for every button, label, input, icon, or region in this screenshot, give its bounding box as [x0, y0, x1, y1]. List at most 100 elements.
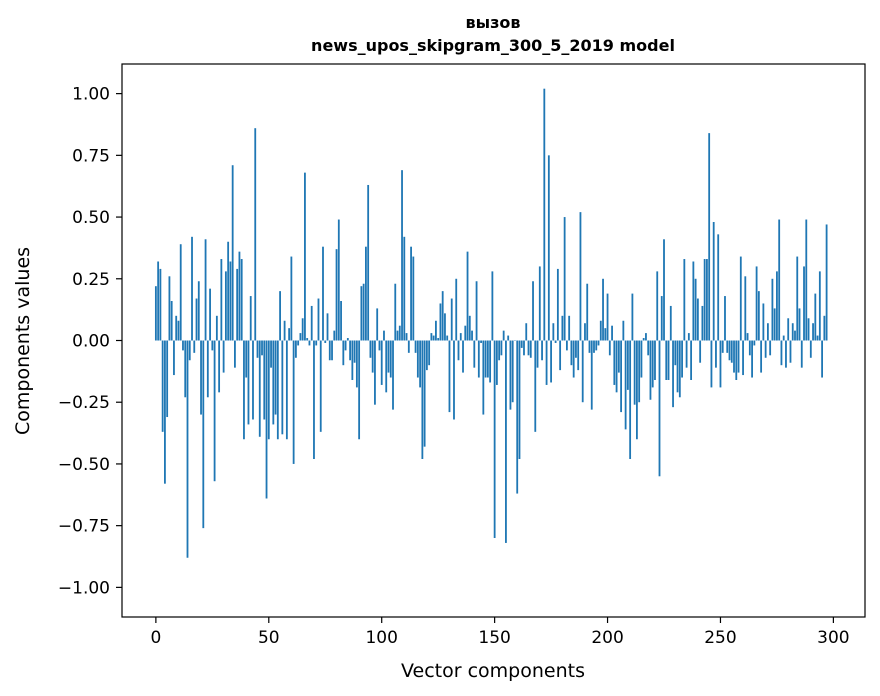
bar-157 — [509, 340, 512, 410]
bar-156 — [507, 335, 510, 341]
bar-26 — [213, 340, 216, 482]
bar-267 — [757, 291, 760, 341]
bar-76 — [326, 313, 329, 341]
bar-16 — [191, 236, 193, 341]
bar-217 — [645, 333, 647, 341]
bar-282 — [791, 323, 794, 341]
bar-55 — [279, 291, 281, 341]
bar-122 — [430, 333, 433, 341]
bar-224 — [660, 296, 663, 341]
bar-296 — [823, 315, 826, 341]
bar-212 — [633, 340, 636, 405]
bar-284 — [796, 256, 799, 341]
bar-254 — [728, 340, 731, 361]
bar-8 — [173, 340, 175, 376]
bar-239 — [694, 278, 697, 341]
bar-171 — [541, 340, 543, 361]
bar-208 — [624, 340, 627, 430]
bar-175 — [550, 340, 552, 383]
bar-200 — [606, 293, 609, 341]
bar-108 — [398, 325, 401, 341]
bar-229 — [672, 340, 674, 408]
bar-221 — [654, 340, 656, 380]
bar-45 — [256, 340, 259, 358]
bar-228 — [669, 305, 672, 341]
y-tick-label: −0.75 — [58, 517, 110, 537]
bar-294 — [818, 271, 821, 341]
bar-247 — [712, 222, 715, 341]
bar-292 — [814, 293, 817, 341]
bar-101 — [383, 330, 385, 341]
bar-56 — [281, 340, 284, 435]
bar-88 — [353, 340, 356, 363]
bar-18 — [195, 298, 198, 341]
bar-62 — [294, 340, 297, 358]
bar-219 — [649, 340, 652, 400]
bar-82 — [340, 301, 342, 341]
plot-frame — [121, 63, 866, 618]
bar-256 — [733, 340, 735, 373]
bar-98 — [376, 308, 379, 341]
bar-163 — [523, 340, 525, 356]
bar-144 — [480, 340, 482, 343]
bar-123 — [432, 335, 435, 341]
bar-114 — [412, 256, 415, 341]
bar-117 — [419, 340, 422, 388]
bar-38 — [240, 259, 243, 341]
bar-70 — [313, 340, 315, 459]
bar-155 — [505, 340, 507, 543]
bar-96 — [371, 340, 374, 373]
bar-73 — [319, 340, 322, 432]
bar-33 — [229, 261, 232, 341]
bar-262 — [746, 333, 749, 341]
bar-257 — [735, 340, 738, 380]
bar-270 — [764, 340, 767, 358]
bar-50 — [267, 340, 270, 440]
bar-185 — [572, 340, 575, 378]
bar-205 — [617, 340, 620, 373]
bar-112 — [407, 340, 410, 353]
bar-77 — [328, 340, 331, 361]
bar-161 — [518, 340, 521, 459]
bar-280 — [787, 318, 790, 341]
bar-10 — [177, 320, 180, 341]
bar-278 — [782, 335, 785, 341]
bar-69 — [310, 305, 313, 341]
bar-14 — [186, 340, 189, 558]
bar-90 — [358, 340, 361, 440]
bar-268 — [760, 340, 763, 373]
bar-196 — [597, 340, 600, 346]
bar-244 — [706, 259, 708, 341]
bar-49 — [265, 340, 268, 499]
bar-74 — [322, 246, 324, 341]
bar-37 — [238, 251, 241, 341]
bar-289 — [807, 318, 810, 341]
bar-109 — [401, 170, 403, 341]
y-tick-label: 0.00 — [72, 332, 110, 352]
bar-102 — [385, 340, 388, 393]
bar-22 — [204, 239, 207, 341]
bar-259 — [739, 256, 742, 341]
y-tick-label: −0.50 — [58, 455, 110, 475]
bar-5 — [166, 340, 169, 418]
bar-216 — [642, 338, 645, 341]
bar-166 — [529, 340, 532, 358]
bar-64 — [299, 333, 302, 341]
bar-174 — [547, 155, 550, 341]
bar-277 — [780, 340, 783, 366]
bar-249 — [717, 234, 720, 341]
bar-153 — [500, 340, 503, 356]
bar-115 — [414, 340, 417, 353]
bar-193 — [590, 340, 593, 410]
bar-2 — [159, 268, 162, 341]
bar-111 — [405, 333, 408, 341]
bar-12 — [182, 340, 184, 351]
bar-129 — [446, 335, 449, 341]
bar-143 — [477, 340, 480, 378]
bar-137 — [464, 325, 467, 341]
bar-85 — [346, 338, 349, 341]
bar-41 — [247, 340, 250, 425]
bar-7 — [170, 301, 173, 341]
bar-58 — [285, 340, 288, 440]
